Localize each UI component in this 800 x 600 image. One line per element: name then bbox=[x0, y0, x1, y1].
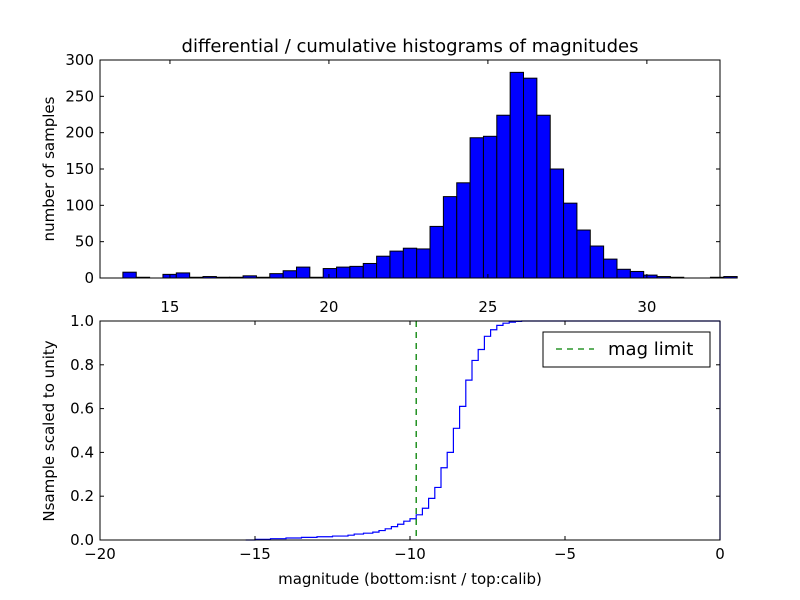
histogram-bar bbox=[295, 266, 311, 279]
histogram-bar bbox=[469, 137, 484, 279]
histogram-bar bbox=[269, 273, 284, 279]
histogram-bar bbox=[402, 247, 418, 279]
histogram-bar bbox=[456, 182, 471, 279]
histogram-bar bbox=[389, 250, 404, 279]
histogram-bar bbox=[603, 258, 618, 279]
bottom-x-tick-label: 0 bbox=[715, 545, 725, 563]
histogram-bar bbox=[616, 268, 631, 279]
bottom-y-tick-label: 1.0 bbox=[70, 312, 94, 330]
top-chart-title: differential / cumulative histograms of … bbox=[182, 36, 639, 57]
top-y-axis-label: number of samples bbox=[40, 96, 58, 241]
bottom-y-tick-label: 0.0 bbox=[70, 531, 94, 549]
top-y-tick-label: 100 bbox=[65, 196, 94, 214]
histogram-bar bbox=[576, 229, 591, 279]
bottom-y-tick-label: 0.8 bbox=[70, 356, 94, 374]
histogram-bar bbox=[416, 248, 431, 279]
histogram-bar bbox=[349, 265, 364, 279]
top-y-tick-label: 0 bbox=[84, 269, 94, 287]
histogram-bar bbox=[336, 266, 351, 279]
histogram-bar bbox=[376, 255, 391, 279]
bottom-y-tick-label: 0.2 bbox=[70, 487, 94, 505]
bottom-x-tick-label: −20 bbox=[84, 545, 116, 563]
histogram-bar bbox=[442, 196, 458, 279]
histogram-bar bbox=[723, 276, 738, 279]
legend-mag-limit-label: mag limit bbox=[608, 339, 693, 360]
bottom-x-tick-label: −5 bbox=[554, 545, 576, 563]
histogram-bar bbox=[175, 272, 191, 279]
histogram-bar bbox=[282, 270, 297, 279]
bottom-y-tick-label: 0.6 bbox=[70, 400, 94, 418]
histogram-bar bbox=[429, 225, 444, 279]
histogram-bar bbox=[523, 77, 538, 279]
bottom-x-tick-label: −10 bbox=[394, 545, 426, 563]
bottom-y-axis-label: Nsample scaled to unity bbox=[40, 340, 58, 521]
histogram-bar bbox=[589, 245, 605, 279]
bottom-ticks: −20 −15 −10 −5 0 0.0 0.2 0.4 0.6 0.8 1.0 bbox=[70, 312, 725, 563]
bottom-y-tick-label: 0.4 bbox=[70, 443, 94, 461]
top-x-tick-label: 25 bbox=[478, 298, 497, 316]
histogram-bar bbox=[549, 168, 565, 279]
top-x-tick-label: 30 bbox=[637, 298, 656, 316]
top-y-tick-label: 300 bbox=[65, 51, 94, 69]
bottom-x-tick-label: −15 bbox=[239, 545, 271, 563]
histogram-bar bbox=[122, 271, 137, 279]
histogram-bar bbox=[362, 262, 378, 279]
top-y-tick-label: 250 bbox=[65, 87, 94, 105]
cumulative-step-line bbox=[245, 320, 720, 541]
top-y-tick-label: 200 bbox=[65, 124, 94, 142]
bottom-x-axis-label: magnitude (bottom:isnt / top:calib) bbox=[278, 570, 542, 588]
top-x-tick-label: 20 bbox=[319, 298, 338, 316]
histogram-bar bbox=[482, 135, 498, 279]
top-y-tick-label: 50 bbox=[75, 233, 94, 251]
histogram-bar bbox=[322, 268, 338, 279]
histogram-bar bbox=[563, 202, 578, 279]
histogram-bar bbox=[509, 71, 525, 279]
top-x-tick-label: 15 bbox=[160, 298, 179, 316]
legend: mag limit bbox=[542, 331, 711, 368]
top-y-tick-label: 150 bbox=[65, 160, 94, 178]
top-bars bbox=[122, 71, 738, 279]
histogram-bar bbox=[536, 114, 551, 279]
histogram-bar bbox=[629, 270, 645, 279]
histogram-bar bbox=[496, 114, 511, 279]
